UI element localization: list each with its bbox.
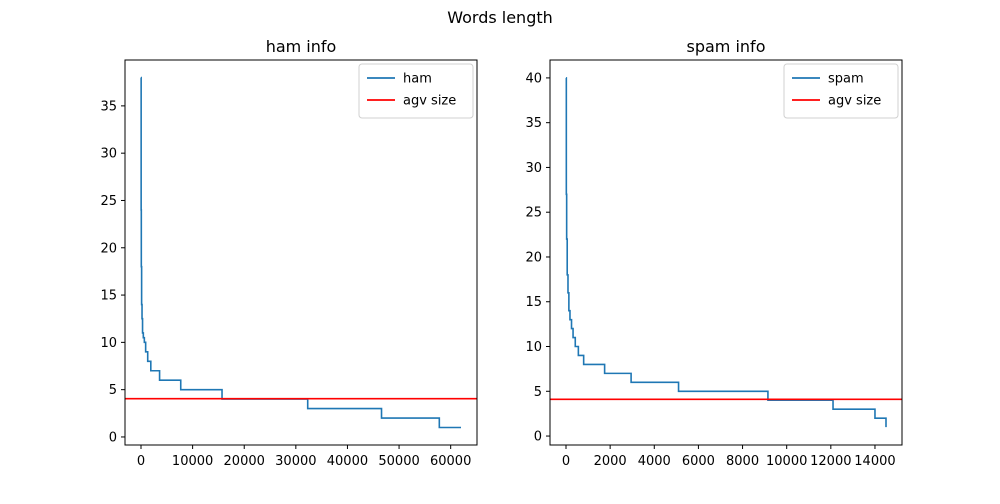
x-tick-label: 60000 xyxy=(430,454,471,469)
legend-label: agv size xyxy=(403,94,456,109)
x-tick-label: 20000 xyxy=(224,454,265,469)
y-tick-label: 25 xyxy=(100,194,117,209)
legend: spam agv size xyxy=(783,63,899,119)
y-tick-label: 15 xyxy=(100,289,117,304)
legend: ham agv size xyxy=(358,63,474,119)
x-tick-label: 4000 xyxy=(638,454,671,469)
x-tick-label: 10000 xyxy=(172,454,213,469)
y-tick-label: 10 xyxy=(100,336,117,351)
y-tick-label: 20 xyxy=(100,241,117,256)
x-tick-label: 30000 xyxy=(275,454,316,469)
legend-label: ham xyxy=(403,72,432,87)
y-tick-label: 30 xyxy=(525,161,542,176)
subplot-ham: ham info 0 10000 20000 30000 40000 50000 60000 0… xyxy=(100,37,478,469)
y-tick-label: 15 xyxy=(525,295,542,310)
series-line-ham xyxy=(140,76,461,429)
series-line-spam xyxy=(565,77,887,428)
y-tick-label: 30 xyxy=(100,147,117,162)
axes-frame xyxy=(549,59,903,446)
axes-frame xyxy=(124,59,478,446)
figure-suptitle: Words length xyxy=(447,8,553,27)
y-tick-label: 35 xyxy=(525,116,542,131)
y-tick-label: 35 xyxy=(100,99,117,114)
legend-label: agv size xyxy=(828,94,881,109)
x-tick-label: 10000 xyxy=(766,454,807,469)
y-tick-label: 25 xyxy=(525,206,542,221)
y-tick-label: 0 xyxy=(109,430,117,445)
subplot-title: ham info xyxy=(266,37,337,56)
x-tick-label: 14000 xyxy=(854,454,895,469)
y-tick-label: 0 xyxy=(534,430,542,445)
x-tick-label: 2000 xyxy=(594,454,627,469)
legend-label: spam xyxy=(828,72,864,87)
x-tick-label: 12000 xyxy=(810,454,851,469)
y-tick-label: 20 xyxy=(525,250,542,265)
subplot-title: spam info xyxy=(687,37,766,56)
y-tick-label: 5 xyxy=(534,385,542,400)
x-tick-label: 0 xyxy=(137,454,145,469)
x-tick-label: 0 xyxy=(562,454,570,469)
x-tick-label: 6000 xyxy=(682,454,715,469)
x-tick-label: 40000 xyxy=(327,454,368,469)
x-tick-label: 50000 xyxy=(378,454,419,469)
subplot-spam: spam info 0 2000 4000 6000 8000 10000 12000 1400… xyxy=(525,37,903,469)
y-tick-label: 40 xyxy=(525,71,542,86)
x-tick-label: 8000 xyxy=(726,454,759,469)
y-tick-label: 10 xyxy=(525,340,542,355)
y-tick-label: 5 xyxy=(109,383,117,398)
